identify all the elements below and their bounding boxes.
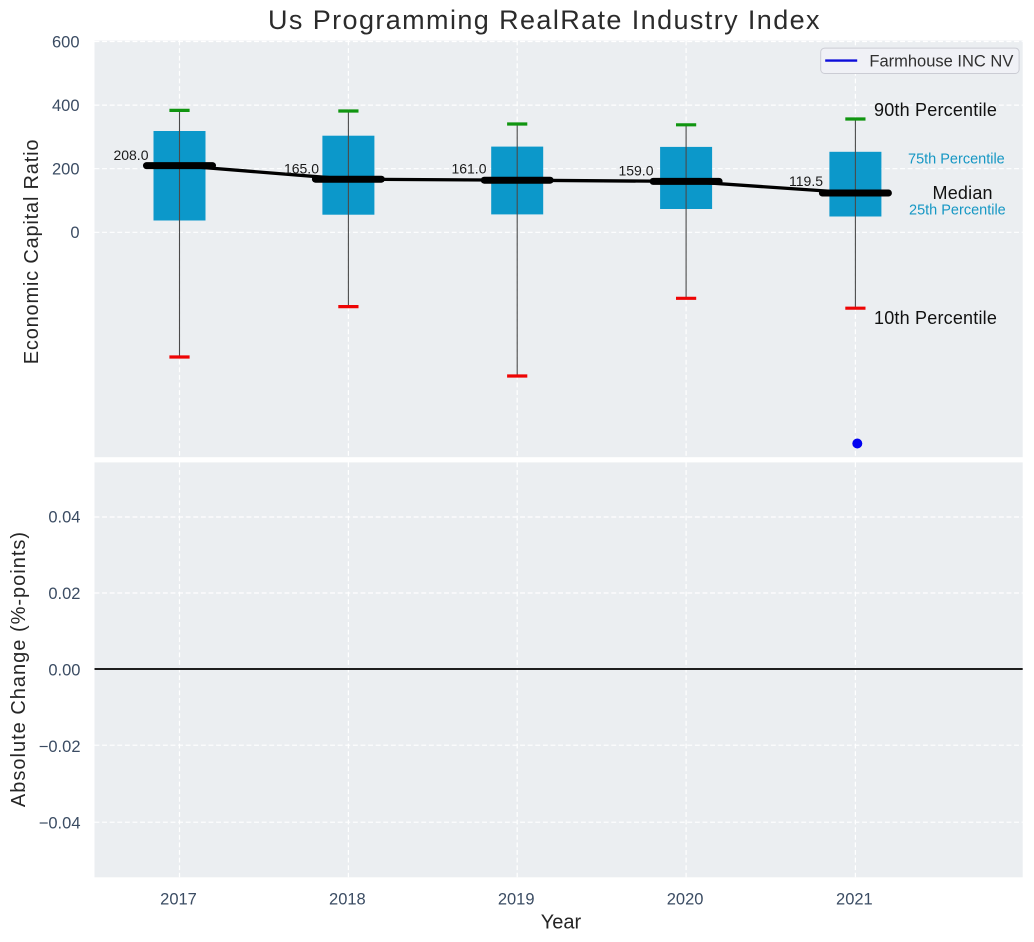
svg-text:0.00: 0.00 (48, 662, 80, 680)
svg-text:2017: 2017 (160, 891, 197, 909)
svg-text:0.02: 0.02 (48, 585, 80, 603)
svg-text:Farmhouse INC NV: Farmhouse INC NV (869, 53, 1013, 71)
svg-text:Year: Year (541, 912, 582, 934)
svg-text:90th Percentile: 90th Percentile (874, 100, 997, 120)
svg-text:Absolute Change (%-points): Absolute Change (%-points) (8, 531, 30, 807)
svg-text:−0.02: −0.02 (39, 738, 81, 756)
svg-text:208.0: 208.0 (113, 147, 148, 163)
svg-text:25th Percentile: 25th Percentile (909, 203, 1006, 219)
svg-text:400: 400 (52, 97, 80, 115)
svg-text:161.0: 161.0 (451, 161, 486, 177)
svg-text:−0.04: −0.04 (39, 815, 81, 833)
svg-text:2018: 2018 (329, 891, 366, 909)
svg-text:2021: 2021 (836, 891, 873, 909)
svg-text:Economic Capital Ratio: Economic Capital Ratio (21, 139, 43, 364)
svg-text:600: 600 (52, 33, 80, 51)
svg-text:0.04: 0.04 (48, 509, 80, 527)
svg-text:200: 200 (52, 161, 80, 179)
svg-text:75th Percentile: 75th Percentile (908, 152, 1005, 168)
svg-text:Us Programming RealRate Indust: Us Programming RealRate Industry Index (268, 5, 821, 35)
svg-text:10th Percentile: 10th Percentile (874, 308, 997, 328)
svg-text:2019: 2019 (498, 891, 535, 909)
svg-text:Median: Median (933, 183, 993, 203)
svg-text:119.5: 119.5 (789, 173, 823, 189)
svg-text:165.0: 165.0 (284, 161, 319, 177)
svg-text:2020: 2020 (667, 891, 704, 909)
svg-text:159.0: 159.0 (618, 163, 653, 179)
svg-text:0: 0 (70, 224, 79, 242)
